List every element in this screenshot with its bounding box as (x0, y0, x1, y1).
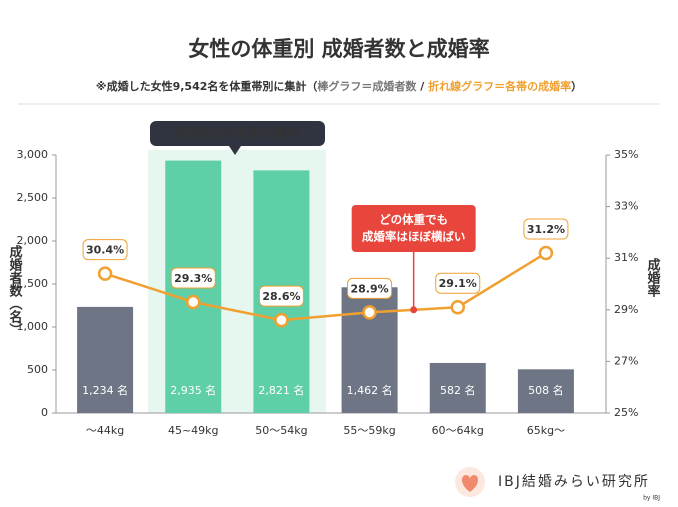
line-point (97, 266, 113, 281)
x-tick-label: ～44kg (86, 424, 124, 437)
line-value-label: 28.9% (350, 282, 388, 295)
subtitle-part: / (416, 80, 429, 93)
line-label-box (435, 272, 481, 294)
x-tick-label: 65kg～ (527, 424, 565, 437)
bar-value-label: 2,821 名 (258, 383, 304, 397)
y2-tick-label: 33% (614, 200, 638, 213)
line-label-box (258, 285, 304, 307)
bar-value-label: 582 名 (440, 383, 476, 397)
line-label-box (347, 277, 393, 299)
logo-icon (455, 467, 485, 497)
bar (77, 306, 134, 413)
bar-value-label: 508 名 (528, 383, 564, 397)
callout-text: 成婚者の約6割が集中 (174, 126, 300, 142)
note-box (351, 205, 476, 252)
chart-title: 女性の体重別 成婚者数と成婚率 (188, 37, 489, 61)
y2-tick-label: 35% (614, 148, 638, 161)
logo-by: by IBJ (643, 495, 660, 502)
y-tick-label: 2,000 (17, 234, 49, 247)
y2-tick-label: 25% (614, 406, 638, 419)
note-text: どの体重でも (379, 213, 448, 227)
line-value-label: 30.4% (86, 244, 124, 257)
line-point (362, 305, 377, 320)
line-point (186, 294, 201, 310)
callout-pointer (229, 146, 241, 155)
callout-box (150, 121, 325, 146)
y-tick-label: 500 (27, 363, 48, 376)
y2-axis-label: 成婚率 (645, 257, 661, 298)
bar (429, 362, 486, 413)
logo-heart (461, 475, 479, 492)
line-value-label: 28.6% (262, 290, 300, 303)
x-tick-label: 60～64kg (432, 424, 484, 437)
line-value-label: 29.1% (439, 277, 477, 290)
subtitle-line-note: 折れ線グラフ＝各帯の成婚率 (428, 80, 572, 93)
logo-text: IBJ結婚みらい研究所 (498, 474, 650, 490)
y2-tick-label: 29% (614, 303, 638, 316)
subtitle-part: ※成婚した女性9,542名を体重帯別に集計（ (95, 80, 318, 93)
line-point (274, 312, 289, 328)
y2-tick-label: 31% (614, 251, 638, 264)
bar-value-label: 1,234 名 (82, 383, 128, 397)
y2-tick-label: 27% (614, 354, 638, 367)
line-value-label: 29.3% (174, 272, 212, 285)
bar (517, 369, 574, 413)
subtitle-part: ） (571, 80, 583, 93)
line (104, 251, 547, 322)
subtitle-bar-note: 棒グラフ＝成婚者数 (317, 80, 417, 93)
y-tick-label: 1,000 (17, 320, 49, 333)
x-tick-label: 45~49kg (168, 424, 219, 437)
line-label-box (82, 239, 128, 261)
note-dot (410, 306, 418, 314)
y-tick-label: 1,500 (17, 277, 49, 290)
x-tick-label: 50～54kg (255, 424, 307, 437)
line-point (538, 245, 554, 261)
y-tick-label: 0 (41, 406, 48, 419)
x-tick-label: 55～59kg (343, 424, 395, 437)
bar-value-label: 2,935 名 (170, 383, 216, 397)
line-value-label: 31.2% (527, 223, 565, 236)
y-tick-label: 3,000 (17, 148, 49, 161)
y-tick-label: 2,500 (17, 191, 49, 204)
note-text: 成婚率はほぼ横ばい (362, 230, 466, 244)
line-point (450, 299, 465, 315)
line-label-box (523, 218, 569, 240)
y-axis-label: 成婚者数（名） (7, 244, 24, 336)
line-label-box (170, 267, 216, 289)
subtitle: ※成婚した女性9,542名を体重帯別に集計（棒グラフ＝成婚者数 / 折れ線グラフ… (0, 78, 678, 94)
bar-value-label: 1,462 名 (347, 383, 393, 397)
